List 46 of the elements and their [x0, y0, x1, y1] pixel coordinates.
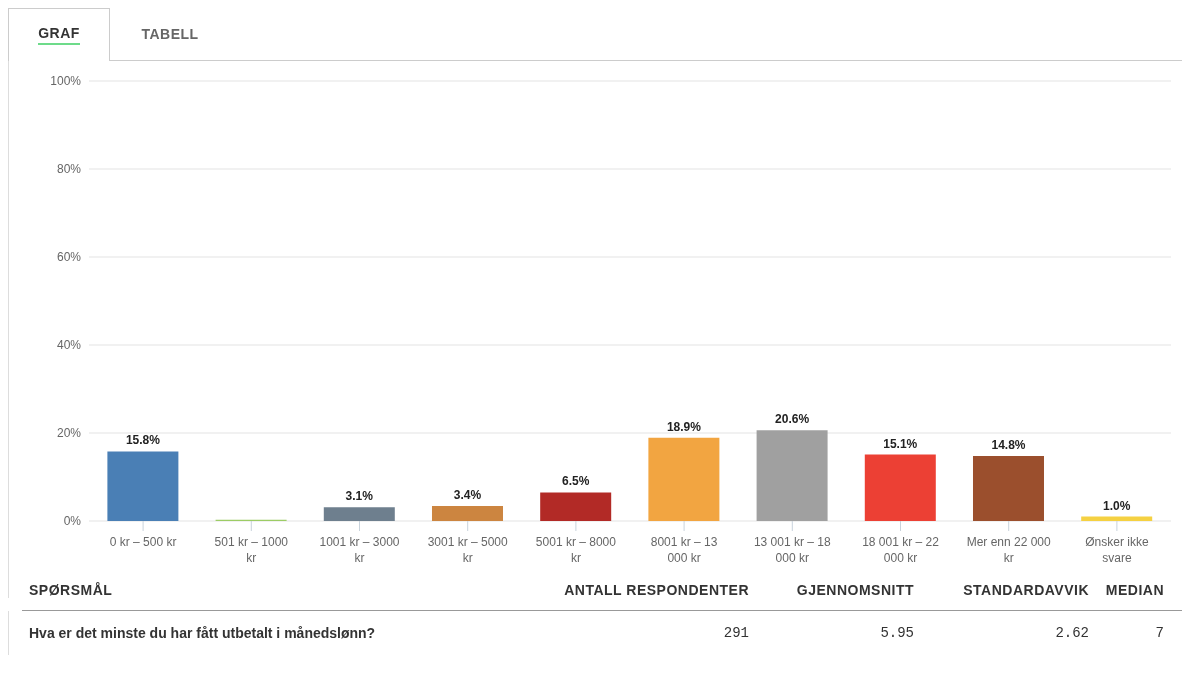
- data-label: 15.1%: [883, 436, 918, 451]
- text: ANTALL RESPONDENTER: [563, 582, 749, 598]
- data-label: 6.5%: [562, 474, 590, 489]
- data-label: 18.9%: [666, 419, 702, 434]
- data-label: 3.1%: [345, 489, 374, 504]
- x-tick-label: Ønsker ikke svare: [1085, 534, 1149, 565]
- x-tick-label: 18 001 kr – 22 000 kr: [862, 534, 940, 565]
- bar: [540, 492, 612, 521]
- bar: [431, 506, 503, 521]
- y-tick-label: 100%: [50, 74, 82, 89]
- y-tick-label: 20%: [56, 426, 82, 441]
- data-label: 20.6%: [775, 412, 810, 427]
- y-tick-label: 0%: [63, 514, 82, 529]
- bar: [756, 430, 828, 521]
- text: 291: [722, 625, 749, 641]
- bar: [864, 454, 936, 521]
- x-tick-label: 0 kr – 500 kr: [109, 534, 177, 549]
- bar: [648, 437, 720, 521]
- y-tick-label: 60%: [56, 250, 82, 265]
- x-tick-label: 501 kr – 1000 kr: [214, 534, 289, 565]
- x-tick-label: 5001 kr – 8000 kr: [535, 534, 617, 565]
- data-label: 3.4%: [453, 488, 482, 503]
- bar: [1081, 516, 1153, 521]
- text: MEDIAN: [1104, 582, 1164, 598]
- text: GJENNOMSNITT: [795, 582, 914, 598]
- y-tick-label: 40%: [56, 338, 82, 353]
- text: STANDARDAVVIK: [962, 582, 1089, 598]
- text: Hva er det minste du har fått utbetalt i månedslønn?: [29, 625, 377, 641]
- text: GRAF: [38, 25, 80, 45]
- x-tick-label: 8001 kr – 13 000 kr: [650, 534, 718, 565]
- bar: [972, 455, 1044, 521]
- y-tick-label: 80%: [56, 162, 82, 177]
- text: 2.62: [1054, 625, 1089, 641]
- data-label: 1.0%: [1103, 498, 1131, 513]
- data-label: 15.8%: [125, 433, 161, 448]
- text: 5.95: [879, 625, 914, 641]
- bar: [107, 451, 179, 521]
- x-tick-label: Mer enn 22 000 kr: [966, 534, 1052, 565]
- text: TABELL: [141, 26, 199, 42]
- bar: [323, 507, 395, 521]
- data-label: 14.8%: [991, 437, 1026, 452]
- x-tick-label: 1001 kr – 3000 kr: [319, 534, 400, 565]
- text: SPØRSMÅL: [29, 582, 114, 598]
- x-tick-label: 13 001 kr – 18 000 kr: [753, 534, 831, 565]
- text: 7: [1154, 625, 1164, 641]
- x-tick-label: 3001 kr – 5000 kr: [427, 534, 509, 565]
